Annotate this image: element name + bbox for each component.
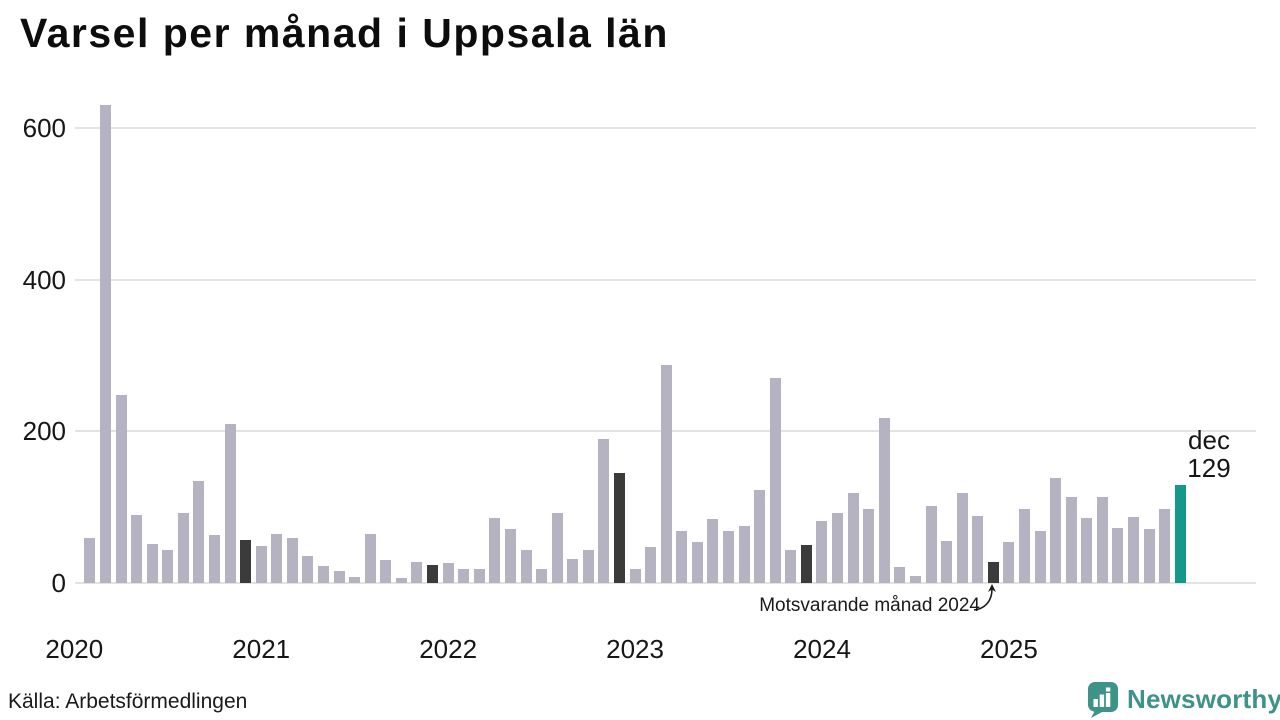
x-axis-label-2021: 2021 (232, 634, 291, 664)
bar-month-33 (582, 550, 594, 583)
newsworthy-wordmark: Newsworthy (1127, 684, 1280, 714)
gridline-0 (75, 582, 1256, 584)
bar-month-65 (1081, 517, 1093, 583)
bar-month-22 (411, 561, 423, 583)
bar-month-16 (318, 565, 330, 583)
bar-month-39 (676, 530, 688, 583)
bar-month-52 (878, 417, 890, 583)
bar-month-18 (349, 576, 361, 583)
bar-month-49 (832, 513, 844, 583)
bar-month-27 (489, 517, 501, 583)
y-axis-label-600: 600 (22, 113, 66, 143)
bar-month-54 (909, 576, 921, 583)
bar-month-62 (1034, 531, 1046, 583)
chart-title: Varsel per månad i Uppsala län (20, 10, 669, 56)
bar-month-45 (769, 378, 781, 583)
bar-month-38 (660, 364, 672, 583)
current-month-value: 129 (1187, 453, 1231, 483)
bar-month-15 (302, 556, 314, 583)
bar-month-12 (255, 545, 267, 583)
annotation-text: Motsvarande månad 2024 (759, 595, 980, 616)
bar-month-55 (925, 505, 937, 583)
y-axis-label-200: 200 (22, 416, 66, 447)
bar-month-11 (240, 539, 252, 583)
bar-month-20 (380, 560, 392, 583)
bar-month-10 (224, 423, 236, 583)
bar-month-40 (691, 542, 703, 583)
bar-month-44 (754, 490, 766, 583)
bar-month-34 (598, 438, 610, 583)
bar-month-37 (645, 547, 657, 583)
bar-month-19 (364, 534, 376, 583)
bar-month-30 (536, 569, 548, 583)
bar-month-68 (1128, 517, 1140, 583)
x-axis-label-2023: 2023 (606, 634, 664, 664)
x-axis-label-2025: 2025 (979, 634, 1038, 664)
bar-month-17 (333, 570, 345, 583)
y-axis-label-0: 0 (51, 568, 66, 598)
bar-month-48 (816, 520, 828, 583)
y-axis-label-400: 400 (22, 264, 66, 295)
newsworthy-logo[interactable]: Newsworthy (1085, 681, 1280, 718)
current-month-name: dec (1188, 425, 1230, 455)
bar-month-61 (1018, 509, 1030, 583)
annotation-arrow-icon (973, 584, 996, 611)
bar-month-21 (395, 577, 407, 583)
gridline-400 (75, 278, 1256, 281)
bar-month-25 (458, 569, 470, 583)
bar-month-58 (972, 515, 984, 583)
bar-month-67 (1112, 527, 1124, 583)
bar-month-47 (800, 545, 812, 583)
bar-month-32 (567, 559, 579, 583)
source-label: Källa: Arbetsförmedlingen (8, 690, 248, 713)
bar-month-7 (177, 513, 189, 583)
bar-month-8 (193, 480, 205, 583)
bar-month-5 (146, 544, 158, 583)
bar-month-3 (115, 394, 127, 583)
bar-month-63 (1050, 477, 1062, 583)
bar-month-24 (442, 562, 454, 583)
bar-month-9 (208, 535, 220, 583)
bar-month-64 (1065, 497, 1077, 583)
bar-month-43 (738, 526, 750, 583)
bar-month-60 (1003, 542, 1015, 583)
bar-month-4 (131, 514, 143, 583)
bar-month-59 (987, 561, 999, 583)
bar-month-41 (707, 518, 719, 583)
bar-month-50 (847, 492, 859, 583)
bar-month-6 (162, 549, 174, 583)
bar-month-46 (785, 549, 797, 583)
bar-month-51 (863, 508, 875, 583)
bar-month-53 (894, 567, 906, 583)
x-axis-label-2020: 2020 (45, 634, 104, 664)
bar-month-35 (613, 473, 625, 583)
bar-month-31 (551, 513, 563, 583)
bar-month-29 (520, 550, 532, 583)
bar-month-42 (723, 530, 735, 583)
x-axis-label-2022: 2022 (419, 634, 478, 664)
newsworthy-icon (1088, 682, 1118, 718)
bar-month-66 (1096, 496, 1108, 583)
bar-month-1 (84, 537, 96, 583)
x-axis-label-2024: 2024 (793, 634, 851, 664)
bar-month-28 (504, 529, 516, 583)
bar-month-23 (427, 564, 439, 583)
bar-month-14 (286, 537, 298, 583)
bar-month-13 (271, 533, 283, 583)
bar-month-70 (1159, 508, 1171, 583)
bar-month-57 (956, 492, 968, 583)
bar-month-26 (473, 568, 485, 583)
bar-month-69 (1143, 529, 1155, 583)
current-month-label: dec 129 (1181, 426, 1237, 482)
bar-month-36 (629, 569, 641, 583)
bar-month-2 (99, 105, 111, 583)
gridline-600 (75, 127, 1256, 129)
bar-month-71 (1174, 485, 1186, 583)
bar-month-56 (941, 541, 953, 583)
